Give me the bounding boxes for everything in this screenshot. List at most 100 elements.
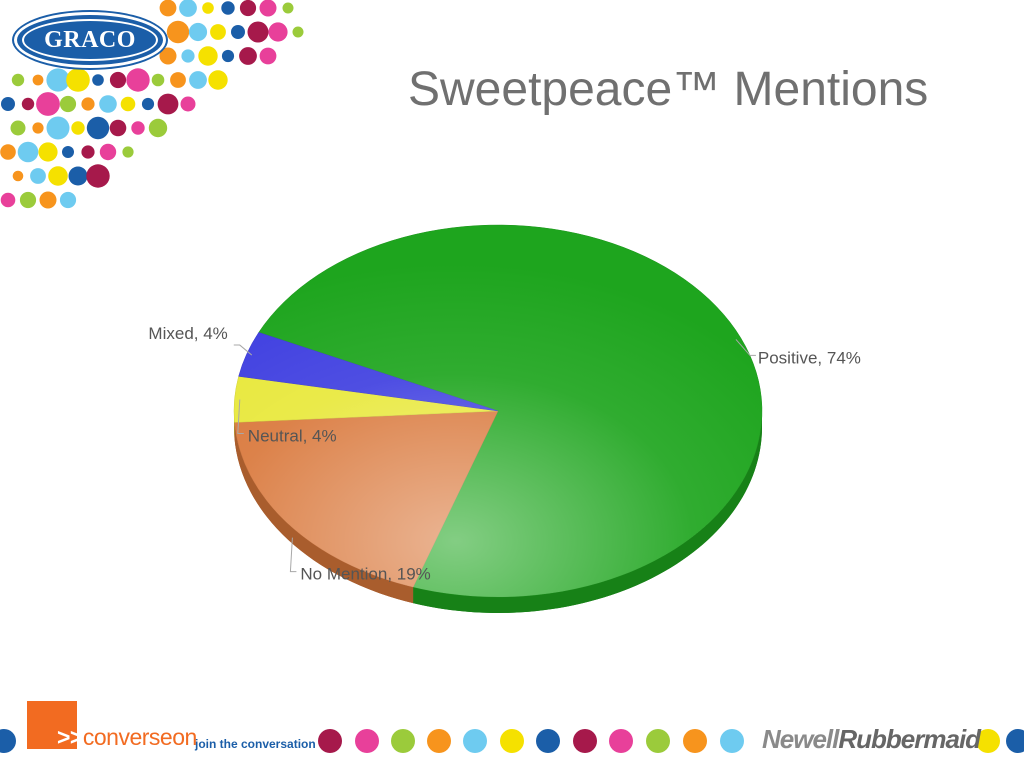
decorative-dot [157, 93, 179, 115]
converseon-logo-text: converseon [82, 724, 197, 750]
pie-slice-side [234, 422, 414, 604]
decorative-dot [10, 120, 26, 136]
converseon-chevron-icon: >> [57, 724, 83, 750]
decorative-dot [141, 97, 155, 111]
decorative-dot [391, 729, 415, 753]
decorative-dot [268, 22, 288, 42]
graco-logo: GRACO [14, 12, 166, 68]
decorative-dot [282, 2, 294, 14]
decorative-dot [318, 729, 342, 753]
decorative-dot [151, 73, 165, 87]
newell-logo-text: Newell [762, 724, 839, 754]
decorative-dot [21, 97, 35, 111]
decorative-dot [646, 729, 670, 753]
decorative-dot [247, 21, 269, 43]
decorative-dot [39, 191, 57, 209]
decorative-dot [463, 729, 487, 753]
decorative-dot [159, 47, 177, 65]
decorative-dot [427, 729, 451, 753]
decorative-dot [0, 729, 16, 753]
decorative-dot [159, 0, 177, 17]
decorative-dot [210, 24, 226, 40]
decorative-dot [221, 49, 235, 63]
decorative-dot [19, 191, 37, 209]
pie-label-no-mention: No Mention, 19% [300, 565, 430, 584]
decorative-dot [179, 0, 197, 17]
label-leader-line [237, 399, 244, 435]
decorative-dot [239, 47, 257, 65]
decorative-dot [12, 170, 24, 182]
decorative-dot [355, 729, 379, 753]
decorative-dot [36, 92, 60, 116]
decorative-dot [292, 26, 304, 38]
decorative-dot [59, 95, 77, 113]
decorative-dot [259, 0, 277, 17]
label-leader-line [735, 339, 756, 356]
decorative-dot [99, 95, 117, 113]
decorative-dot [231, 25, 245, 39]
decorative-dot [48, 166, 68, 186]
decorative-dot [32, 74, 44, 86]
decorative-dot [0, 192, 16, 208]
decorative-dot [38, 142, 58, 162]
converseon-tagline: join the conversation [195, 737, 316, 751]
decorative-dot [59, 191, 77, 209]
decorative-dot [11, 73, 25, 87]
decorative-dot [181, 49, 195, 63]
graco-logo-text: GRACO [22, 19, 158, 61]
decorative-dot [46, 116, 70, 140]
decorative-dot [81, 145, 95, 159]
decorative-dot [976, 729, 1000, 753]
decorative-dot [1, 97, 15, 111]
chart-title: Sweetpeace™ Mentions [408, 63, 929, 116]
decorative-dot [71, 121, 85, 135]
label-leader-line [233, 344, 253, 356]
decorative-dot [30, 168, 46, 184]
decorative-dot [683, 729, 707, 753]
decorative-dot [536, 729, 560, 753]
decorative-dot [120, 96, 136, 112]
decorative-dot [126, 68, 150, 92]
label-leader-line [289, 537, 297, 573]
decorative-dot [148, 118, 168, 138]
decorative-dots-footer [0, 729, 1024, 753]
decorative-dot [221, 1, 235, 15]
decorative-dot [0, 144, 16, 160]
decorative-dot [62, 146, 74, 158]
pie-gloss-highlight [234, 225, 762, 597]
decorative-dot [109, 119, 127, 137]
decorative-dot [208, 70, 228, 90]
decorative-dot [32, 122, 44, 134]
decorative-dot [86, 164, 110, 188]
decorative-dot [17, 141, 39, 163]
decorative-dot [170, 72, 186, 88]
decorative-dot [68, 166, 88, 186]
pie-label-positive: Positive, 74% [758, 348, 861, 367]
decorative-dot [99, 143, 117, 161]
decorative-dot [122, 146, 134, 158]
decorative-dots-top-left [0, 0, 304, 209]
decorative-dot [500, 729, 524, 753]
decorative-dot [46, 68, 70, 92]
decorative-dot [188, 22, 208, 42]
newell-rubbermaid-logo: NewellRubbermaid [762, 724, 981, 755]
rubbermaid-logo-text: Rubbermaid [838, 724, 981, 754]
decorative-dot [259, 47, 277, 65]
decorative-dot [66, 68, 90, 92]
pie-slice-side [413, 411, 762, 614]
decorative-dot [720, 729, 744, 753]
converseon-logo-box [27, 701, 77, 749]
converseon-logo: >>converseon [57, 724, 197, 751]
decorative-dot [81, 97, 95, 111]
pie-label-mixed: Mixed, 4% [148, 324, 227, 343]
decorative-dot [92, 74, 104, 86]
decorative-dot [189, 71, 207, 89]
decorative-dot [131, 121, 145, 135]
decorative-dot [166, 20, 190, 44]
decorative-dot [573, 729, 597, 753]
decorative-dot [1006, 729, 1024, 753]
pie-label-neutral: Neutral, 4% [248, 427, 337, 446]
decorative-dot [180, 96, 196, 112]
decorative-dot [609, 729, 633, 753]
